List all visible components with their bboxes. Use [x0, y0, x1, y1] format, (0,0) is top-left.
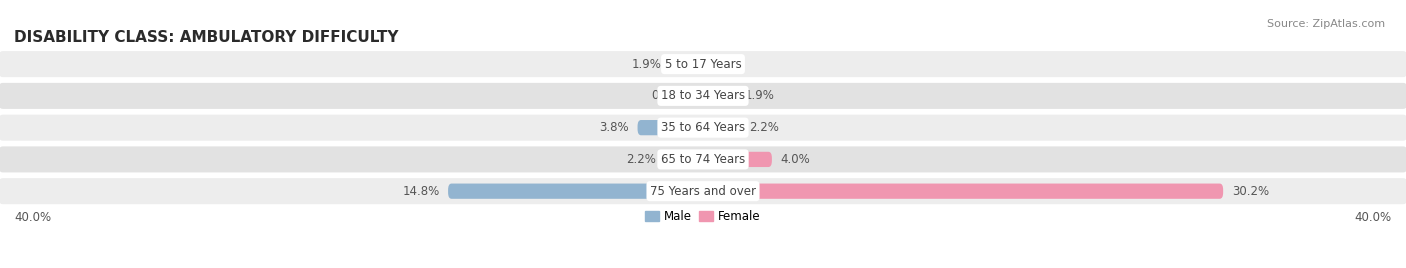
FancyBboxPatch shape — [449, 184, 703, 199]
FancyBboxPatch shape — [0, 83, 1406, 109]
Text: 40.0%: 40.0% — [14, 211, 51, 224]
Text: Source: ZipAtlas.com: Source: ZipAtlas.com — [1267, 19, 1385, 29]
FancyBboxPatch shape — [0, 115, 1406, 141]
Text: DISABILITY CLASS: AMBULATORY DIFFICULTY: DISABILITY CLASS: AMBULATORY DIFFICULTY — [14, 30, 398, 45]
FancyBboxPatch shape — [703, 88, 735, 103]
Text: 14.8%: 14.8% — [402, 185, 440, 198]
Text: 2.2%: 2.2% — [627, 153, 657, 166]
Text: 65 to 74 Years: 65 to 74 Years — [661, 153, 745, 166]
FancyBboxPatch shape — [703, 152, 772, 167]
FancyBboxPatch shape — [703, 120, 741, 135]
FancyBboxPatch shape — [696, 88, 703, 103]
Text: 2.2%: 2.2% — [749, 121, 779, 134]
FancyBboxPatch shape — [0, 178, 1406, 204]
Text: 3.8%: 3.8% — [599, 121, 628, 134]
FancyBboxPatch shape — [671, 57, 703, 72]
FancyBboxPatch shape — [0, 146, 1406, 172]
FancyBboxPatch shape — [0, 51, 1406, 77]
Text: 5 to 17 Years: 5 to 17 Years — [665, 58, 741, 71]
Text: 75 Years and over: 75 Years and over — [650, 185, 756, 198]
Text: 18 to 34 Years: 18 to 34 Years — [661, 90, 745, 102]
FancyBboxPatch shape — [703, 184, 1223, 199]
Text: 0.38%: 0.38% — [651, 90, 688, 102]
Text: 40.0%: 40.0% — [1355, 211, 1392, 224]
Text: 35 to 64 Years: 35 to 64 Years — [661, 121, 745, 134]
Text: 30.2%: 30.2% — [1232, 185, 1268, 198]
FancyBboxPatch shape — [637, 120, 703, 135]
Text: 1.9%: 1.9% — [744, 90, 775, 102]
FancyBboxPatch shape — [665, 152, 703, 167]
Legend: Male, Female: Male, Female — [641, 205, 765, 228]
Text: 0.0%: 0.0% — [711, 58, 741, 71]
Text: 4.0%: 4.0% — [780, 153, 810, 166]
Text: 1.9%: 1.9% — [631, 58, 662, 71]
